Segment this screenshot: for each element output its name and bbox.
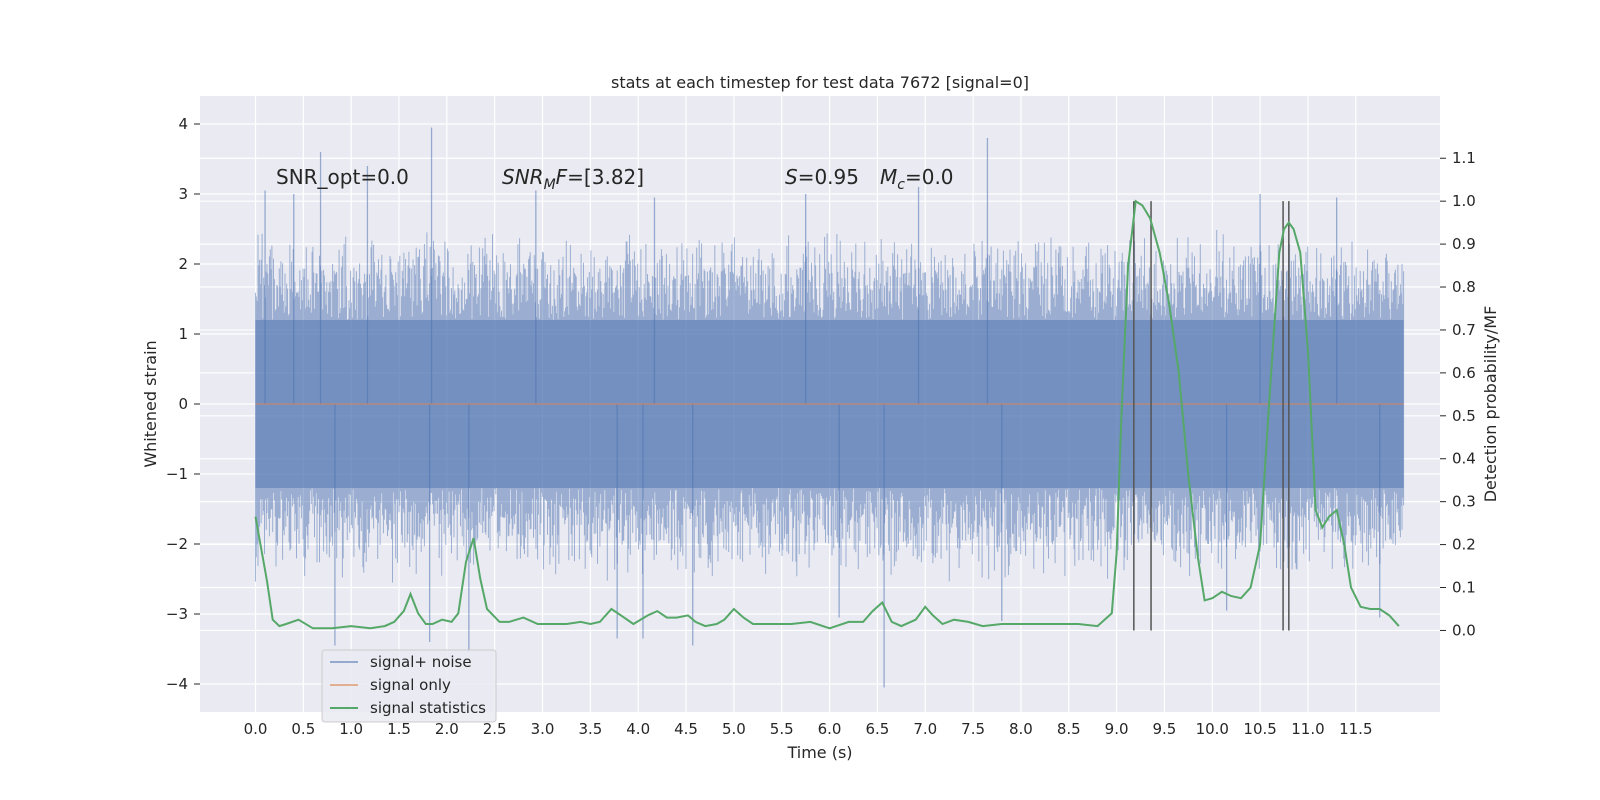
x-tick-label: 3.0 xyxy=(531,720,555,738)
annotation-snr-mf-subscript: M xyxy=(544,177,556,193)
annotation-s-symbol: S xyxy=(785,165,798,189)
x-tick-label: 2.0 xyxy=(435,720,459,738)
x-tick-label: 9.0 xyxy=(1105,720,1129,738)
annotation-mc: Mc=0.0 xyxy=(880,165,954,193)
x-tick-label: 1.5 xyxy=(387,720,411,738)
annotation-s-value: =0.95 xyxy=(798,165,859,189)
tick-labels: 0.0 0.5 1.0 1.5 2.0 2.5 3.0 3.5 4.0 4.5 5.0 5.5 6.0 6… xyxy=(166,115,1476,738)
x-axis-label: Time (s) xyxy=(786,743,852,762)
x-tick-label: 11.5 xyxy=(1339,720,1372,738)
annotation-snr-mf-f: F xyxy=(556,165,568,189)
y2-tick-label: 0.3 xyxy=(1452,493,1476,511)
x-tick-label: 11.0 xyxy=(1291,720,1324,738)
y-tick-label: −2 xyxy=(166,535,188,553)
y-tick-label: 2 xyxy=(178,255,188,273)
legend-label-signal-only: signal only xyxy=(370,676,451,694)
legend-label-signal-statistics: signal statistics xyxy=(370,699,486,717)
statistics-line xyxy=(254,199,1400,630)
annotation-snr-opt: SNR_opt=0.0 xyxy=(276,165,409,189)
y2-tick-label: 0.5 xyxy=(1452,407,1476,425)
series-signal-statistics xyxy=(254,199,1400,630)
annotation-snr-mf: SNRMF=[3.82] xyxy=(502,165,644,193)
x-tick-label: 8.5 xyxy=(1057,720,1081,738)
y2-tick-label: 0.8 xyxy=(1452,278,1476,296)
y2-tick-label: 0.2 xyxy=(1452,536,1476,554)
y-tick-label: −3 xyxy=(166,605,188,623)
y2-tick-label: 0.9 xyxy=(1452,235,1476,253)
y-tick-label: −1 xyxy=(166,465,188,483)
legend: signal+ noise signal only signal statist… xyxy=(321,649,497,723)
x-tick-label: 3.5 xyxy=(578,720,602,738)
x-tick-label: 5.5 xyxy=(770,720,794,738)
x-tick-label: 4.0 xyxy=(626,720,650,738)
chart-title: stats at each timestep for test data 767… xyxy=(611,73,1029,92)
x-tick-label: 6.5 xyxy=(865,720,889,738)
y2-tick-label: 0.7 xyxy=(1452,321,1476,339)
x-tick-label: 7.5 xyxy=(961,720,985,738)
y-tick-label: 1 xyxy=(178,325,188,343)
annotation-mc-value: =0.0 xyxy=(905,165,954,189)
x-tick-label: 5.0 xyxy=(722,720,746,738)
y2-tick-label: 0.0 xyxy=(1452,621,1476,639)
annotation-snr-mf-symbol: SNR xyxy=(502,165,544,189)
x-tick-label: 6.0 xyxy=(818,720,842,738)
y2-tick-label: 1.1 xyxy=(1452,149,1476,167)
x-tick-label: 10.0 xyxy=(1196,720,1229,738)
legend-box xyxy=(321,649,497,723)
y2-tick-label: 1.0 xyxy=(1452,192,1476,210)
y-axis-label: Whitened strain xyxy=(141,340,160,467)
y-tick-label: −4 xyxy=(166,675,188,693)
y-tick-label: 0 xyxy=(178,395,188,413)
y2-tick-label: 0.6 xyxy=(1452,364,1476,382)
x-tick-label: 0.5 xyxy=(291,720,315,738)
y-tick-label: 4 xyxy=(178,115,188,133)
annotation-snr-mf-value: =[3.82] xyxy=(567,165,644,189)
annotation-s: S=0.95 xyxy=(785,165,859,189)
x-tick-label: 7.0 xyxy=(913,720,937,738)
x-tick-label: 4.5 xyxy=(674,720,698,738)
y-tick-label: 3 xyxy=(178,185,188,203)
annotation-mc-subscript: c xyxy=(897,177,905,193)
x-tick-label: 1.0 xyxy=(339,720,363,738)
x-tick-label: 8.0 xyxy=(1009,720,1033,738)
y2-tick-label: 0.1 xyxy=(1452,579,1476,597)
y2-axis-label: Detection probability/MF xyxy=(1481,306,1500,503)
x-tick-label: 2.5 xyxy=(483,720,507,738)
x-tick-label: 9.5 xyxy=(1153,720,1177,738)
y2-tick-label: 0.4 xyxy=(1452,450,1476,468)
noise-strokes xyxy=(255,230,1405,583)
x-tick-label: 0.0 xyxy=(244,720,268,738)
detection-marker-lines xyxy=(1133,201,1290,631)
legend-label-signal-noise: signal+ noise xyxy=(370,653,472,671)
x-tick-label: 10.5 xyxy=(1243,720,1276,738)
annotation-mc-symbol: M xyxy=(880,165,897,189)
